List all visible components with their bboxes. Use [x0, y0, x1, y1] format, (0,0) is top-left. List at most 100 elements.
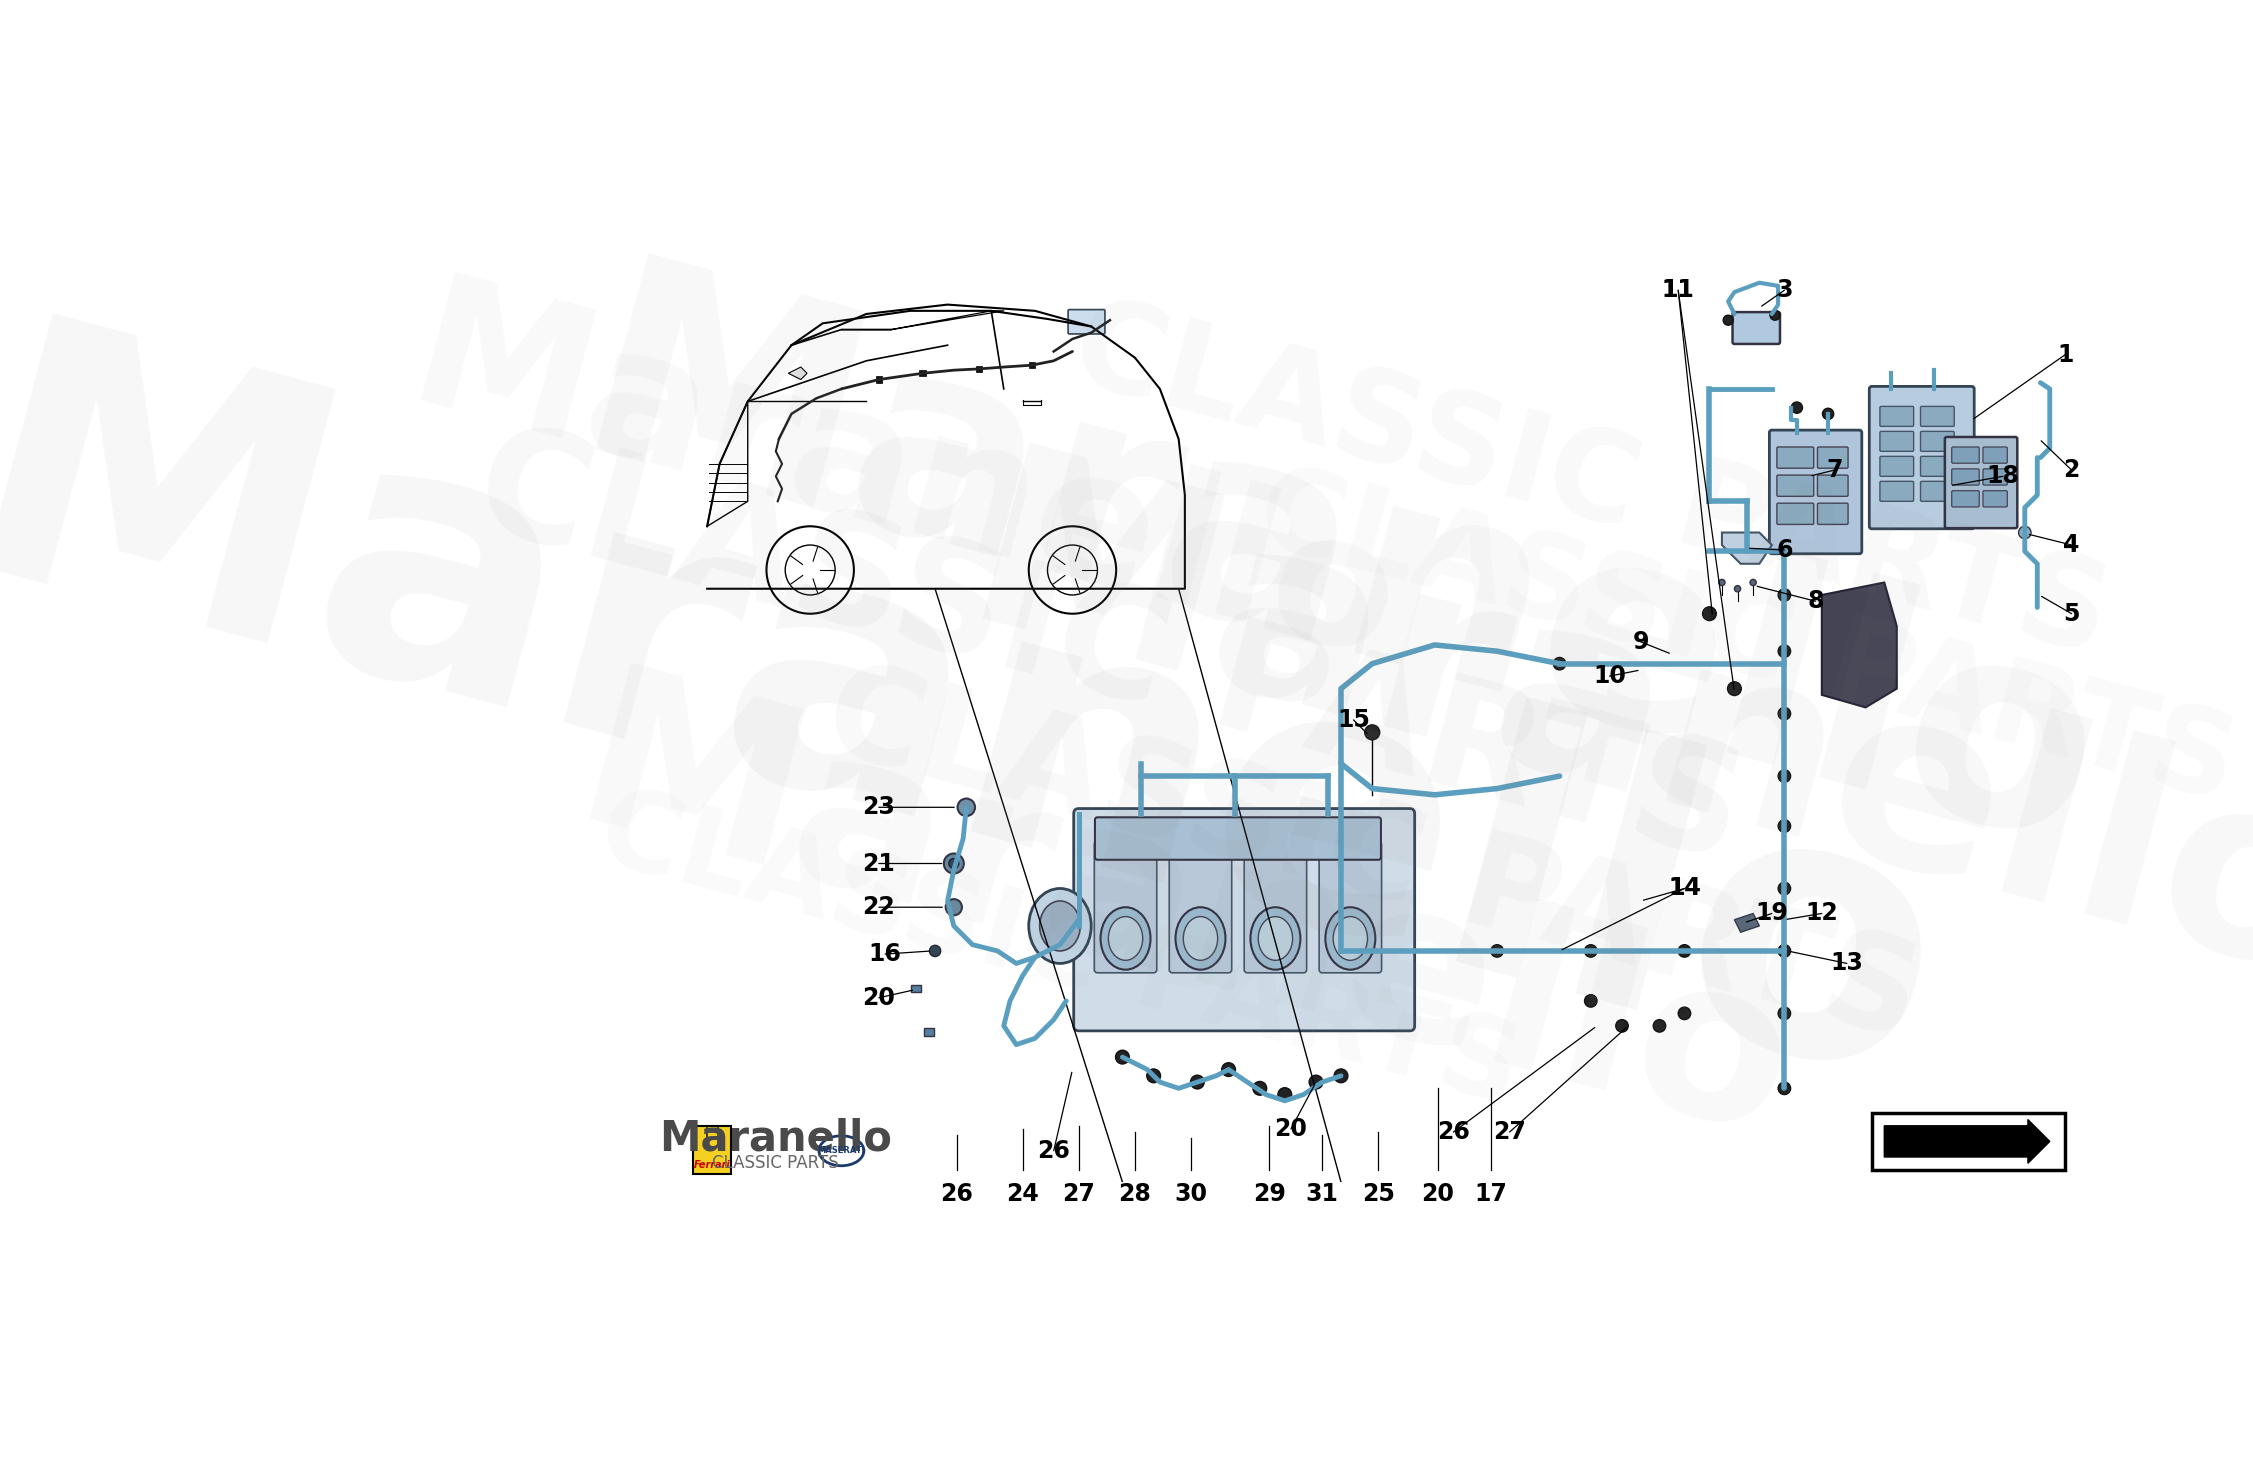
FancyBboxPatch shape: [1818, 475, 1847, 497]
Ellipse shape: [1108, 917, 1142, 960]
Text: MASERATI: MASERATI: [818, 1147, 865, 1155]
Circle shape: [1397, 945, 1410, 957]
Text: 20: 20: [1275, 1117, 1307, 1141]
Ellipse shape: [1039, 901, 1079, 951]
Text: Maranello: Maranello: [392, 266, 1415, 698]
Ellipse shape: [818, 1136, 863, 1166]
Circle shape: [1678, 945, 1690, 957]
FancyBboxPatch shape: [1778, 447, 1814, 469]
Circle shape: [946, 900, 962, 916]
FancyBboxPatch shape: [1879, 431, 1913, 451]
FancyBboxPatch shape: [1318, 842, 1381, 973]
Text: 22: 22: [863, 895, 894, 919]
Text: 5: 5: [2064, 601, 2080, 626]
FancyBboxPatch shape: [1095, 817, 1381, 860]
Text: 1: 1: [2057, 343, 2073, 366]
Text: 10: 10: [1593, 664, 1627, 688]
FancyBboxPatch shape: [1944, 437, 2016, 528]
FancyBboxPatch shape: [1920, 406, 1953, 426]
Text: 3: 3: [1775, 278, 1793, 303]
Text: Maranello: Maranello: [554, 244, 2127, 908]
Text: Maranello: Maranello: [556, 656, 1814, 1183]
Circle shape: [1654, 1020, 1665, 1032]
FancyBboxPatch shape: [1244, 842, 1307, 973]
Circle shape: [1778, 882, 1791, 895]
FancyBboxPatch shape: [1983, 469, 2007, 485]
FancyBboxPatch shape: [1920, 481, 1953, 501]
Text: 17: 17: [1473, 1182, 1507, 1205]
Text: 27: 27: [1494, 1120, 1525, 1144]
FancyBboxPatch shape: [1733, 312, 1780, 344]
Text: CLASSIC PARTS: CLASSIC PARTS: [712, 1154, 838, 1172]
Text: 2: 2: [2064, 459, 2080, 482]
Text: Maranello: Maranello: [0, 301, 1976, 1163]
FancyBboxPatch shape: [1879, 456, 1913, 476]
Circle shape: [930, 945, 942, 957]
FancyBboxPatch shape: [1983, 447, 2007, 463]
Text: 27: 27: [1061, 1182, 1095, 1205]
Ellipse shape: [1176, 907, 1226, 970]
Text: Maranello: Maranello: [660, 1117, 892, 1160]
Ellipse shape: [1183, 917, 1217, 960]
Text: 24: 24: [1007, 1182, 1039, 1205]
Polygon shape: [924, 1029, 933, 1036]
Circle shape: [1778, 589, 1791, 601]
Text: CLASSIC PARTS: CLASSIC PARTS: [588, 776, 1532, 1126]
FancyBboxPatch shape: [1951, 469, 1978, 485]
Polygon shape: [912, 985, 921, 992]
Circle shape: [1778, 1082, 1791, 1095]
FancyBboxPatch shape: [692, 1126, 732, 1175]
FancyBboxPatch shape: [1920, 431, 1953, 451]
Text: 31: 31: [1307, 1182, 1338, 1205]
Text: 19: 19: [1755, 901, 1789, 926]
Circle shape: [1365, 725, 1379, 739]
Circle shape: [1703, 607, 1717, 620]
Text: Maranello: Maranello: [946, 434, 2253, 1030]
Circle shape: [1334, 1069, 1347, 1083]
Text: 13: 13: [1829, 951, 1863, 976]
Circle shape: [2019, 526, 2030, 539]
FancyBboxPatch shape: [1778, 475, 1814, 497]
Text: 11: 11: [1663, 278, 1694, 303]
Circle shape: [1584, 945, 1597, 957]
Polygon shape: [1735, 913, 1760, 932]
Text: 16: 16: [870, 942, 901, 966]
Circle shape: [1778, 945, 1791, 957]
FancyBboxPatch shape: [1169, 842, 1232, 973]
Ellipse shape: [1099, 907, 1151, 970]
FancyBboxPatch shape: [1778, 503, 1814, 525]
Text: 14: 14: [1667, 876, 1701, 901]
Text: 29: 29: [1253, 1182, 1286, 1205]
Text: 28: 28: [1117, 1182, 1151, 1205]
FancyBboxPatch shape: [1818, 503, 1847, 525]
Text: CLASSIC PARTS: CLASSIC PARTS: [460, 410, 1760, 892]
Polygon shape: [919, 370, 926, 376]
Text: 🐴: 🐴: [705, 1123, 719, 1147]
FancyBboxPatch shape: [1879, 406, 1913, 426]
Circle shape: [1778, 1007, 1791, 1020]
Text: 25: 25: [1363, 1182, 1395, 1205]
Polygon shape: [1721, 532, 1771, 564]
Text: 20: 20: [863, 986, 894, 1010]
Circle shape: [1190, 1075, 1203, 1089]
Text: CLASSIC PARTS: CLASSIC PARTS: [1059, 287, 2122, 679]
FancyBboxPatch shape: [1095, 842, 1156, 973]
Text: 15: 15: [1336, 709, 1370, 732]
Text: 30: 30: [1174, 1182, 1208, 1205]
FancyBboxPatch shape: [1951, 447, 1978, 463]
Ellipse shape: [1325, 907, 1374, 970]
Text: 21: 21: [863, 851, 894, 876]
Text: Ferrari: Ferrari: [694, 1160, 730, 1170]
Text: CLASSIC PARTS: CLASSIC PARTS: [811, 650, 1933, 1064]
Circle shape: [1771, 310, 1780, 320]
FancyBboxPatch shape: [1818, 447, 1847, 469]
FancyBboxPatch shape: [1068, 310, 1104, 334]
Circle shape: [1751, 579, 1757, 585]
Circle shape: [1277, 1088, 1291, 1101]
Circle shape: [1253, 1082, 1266, 1095]
Polygon shape: [789, 368, 807, 379]
Text: 12: 12: [1805, 901, 1838, 926]
FancyBboxPatch shape: [1879, 481, 1913, 501]
Circle shape: [1778, 707, 1791, 720]
Circle shape: [958, 798, 976, 816]
